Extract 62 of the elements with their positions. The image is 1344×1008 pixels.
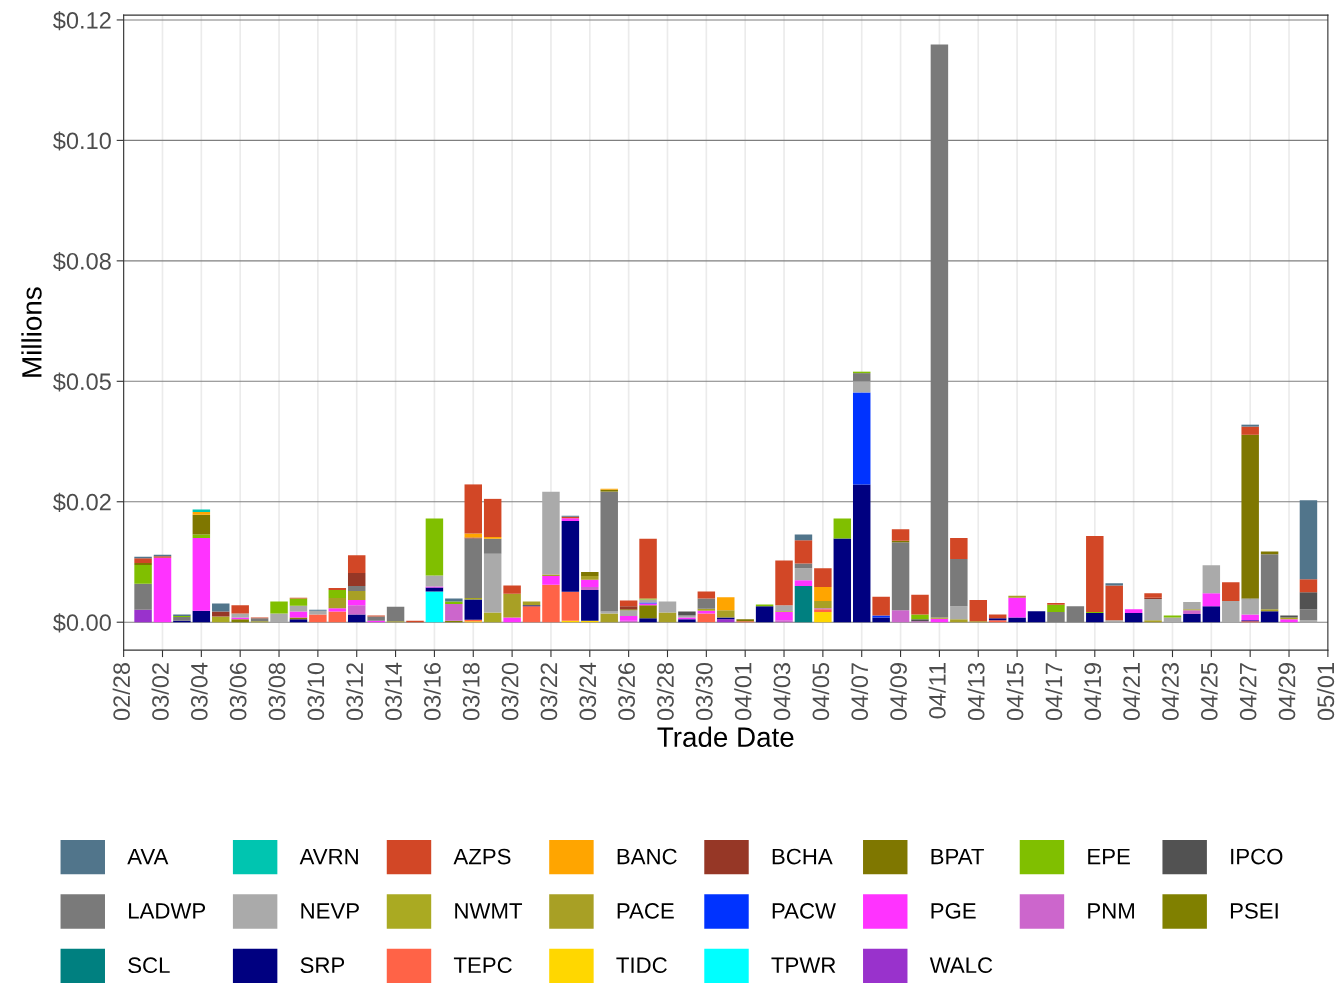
x-tick-label: 04/05 xyxy=(811,662,830,721)
x-axis-title: Trade Date xyxy=(657,726,794,747)
y-tick-label: $0.05 xyxy=(53,372,111,392)
x-tick-label: 03/10 xyxy=(306,662,325,721)
x-tick-label: 04/07 xyxy=(850,663,869,721)
x-tick-label: 03/30 xyxy=(695,662,713,721)
x-tick-label: 04/19 xyxy=(1083,663,1102,721)
x-tick-label: 04/15 xyxy=(1006,662,1024,721)
x-tick-label: 04/09 xyxy=(889,663,907,721)
legend-label: AVRN xyxy=(299,848,358,865)
legend-label: PACE xyxy=(617,903,674,919)
legend-label: TPWR xyxy=(771,957,836,973)
y-tick-label: $0.00 xyxy=(53,613,111,633)
x-tick-label: 03/22 xyxy=(539,663,558,721)
legend-label: NEVP xyxy=(301,903,359,919)
x-tick-label: 03/26 xyxy=(617,663,635,721)
x-tick-label: 03/06 xyxy=(229,663,247,721)
x-tick-label: 03/24 xyxy=(578,662,597,721)
legend-label: LADWP xyxy=(129,903,206,919)
legend-label: WALC xyxy=(929,957,993,974)
x-tick-label: 03/16 xyxy=(423,663,441,721)
x-tick-label: 05/01 xyxy=(1316,663,1335,721)
x-tick-label: 03/04 xyxy=(190,662,208,721)
x-tick-label: 03/14 xyxy=(384,662,402,721)
legend-label: PNM xyxy=(1088,903,1134,919)
x-tick-label: 04/01 xyxy=(734,663,752,721)
legend-label: PACW xyxy=(772,903,836,919)
legend-label: EPE xyxy=(1088,848,1130,865)
legend-label: AVA xyxy=(127,848,169,865)
legend-label: PSEI xyxy=(1230,903,1278,919)
y-axis-title: Millions xyxy=(21,287,42,377)
x-tick-label: 03/08 xyxy=(268,662,286,721)
legend-label: BPAT xyxy=(931,848,984,865)
y-tick-label: $0.12 xyxy=(53,11,111,31)
x-tick-label: 04/25 xyxy=(1200,662,1218,721)
x-tick-label: 04/21 xyxy=(1122,663,1140,721)
legend-label: TEPC xyxy=(453,957,512,974)
legend-label: SRP xyxy=(300,957,345,974)
x-tick-label: 04/13 xyxy=(967,663,985,721)
legend-label: TIDC xyxy=(616,957,667,974)
x-tick-label: 04/29 xyxy=(1278,663,1296,721)
x-tick-label: 04/03 xyxy=(773,663,791,721)
legend-label: SCL xyxy=(128,957,170,974)
legend-label: BCHA xyxy=(772,848,833,865)
x-tick-label: 03/02 xyxy=(151,663,169,721)
legend-label: AZPS xyxy=(453,848,511,865)
y-tick-label: $0.08 xyxy=(53,251,111,272)
y-tick-label: $0.02 xyxy=(53,492,111,512)
x-tick-label: 02/28 xyxy=(112,662,130,721)
x-tick-label: 03/28 xyxy=(656,662,674,721)
legend-label: NWMT xyxy=(455,903,523,919)
legend-label: IPCO xyxy=(1231,848,1283,865)
x-tick-label: 04/17 xyxy=(1044,663,1063,721)
x-tick-label: 04/27 xyxy=(1239,663,1257,721)
legend-label: BANC xyxy=(617,848,677,865)
x-tick-label: 04/23 xyxy=(1161,663,1179,721)
y-tick-label: $0.10 xyxy=(53,131,111,151)
x-tick-label: 03/20 xyxy=(501,662,519,721)
x-tick-label: 03/18 xyxy=(462,662,480,721)
x-tick-label: 03/12 xyxy=(345,663,364,721)
legend-label: PGE xyxy=(931,903,976,919)
x-tick-label: 04/11 xyxy=(928,663,946,719)
